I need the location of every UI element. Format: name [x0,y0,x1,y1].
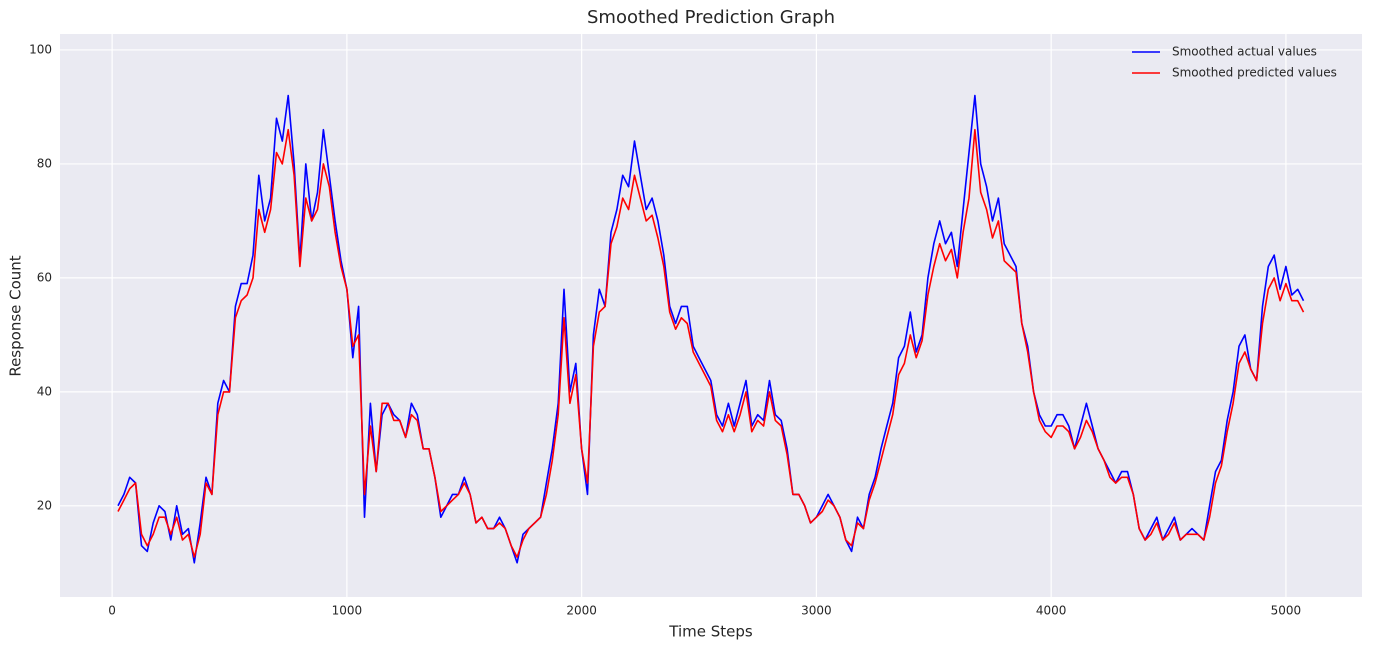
x-axis-label: Time Steps [668,623,753,641]
y-axis-label: Response Count [7,255,25,376]
x-tick-label: 3000 [801,604,832,618]
y-tick-label: 60 [37,270,52,284]
x-tick-label: 0 [108,604,116,618]
legend-label: Smoothed predicted values [1172,66,1337,80]
x-tick-label: 5000 [1271,604,1302,618]
x-tick-label: 2000 [566,604,597,618]
chart-title: Smoothed Prediction Graph [587,7,835,28]
y-tick-label: 100 [29,42,52,56]
plot-area [60,34,1362,597]
y-tick-label: 80 [37,156,52,170]
legend-label: Smoothed actual values [1172,45,1317,59]
y-tick-label: 20 [37,498,52,512]
series-line [117,128,1305,558]
y-tick-label: 40 [37,384,52,398]
x-tick-label: 1000 [332,604,363,618]
x-tick-label: 4000 [1036,604,1067,618]
